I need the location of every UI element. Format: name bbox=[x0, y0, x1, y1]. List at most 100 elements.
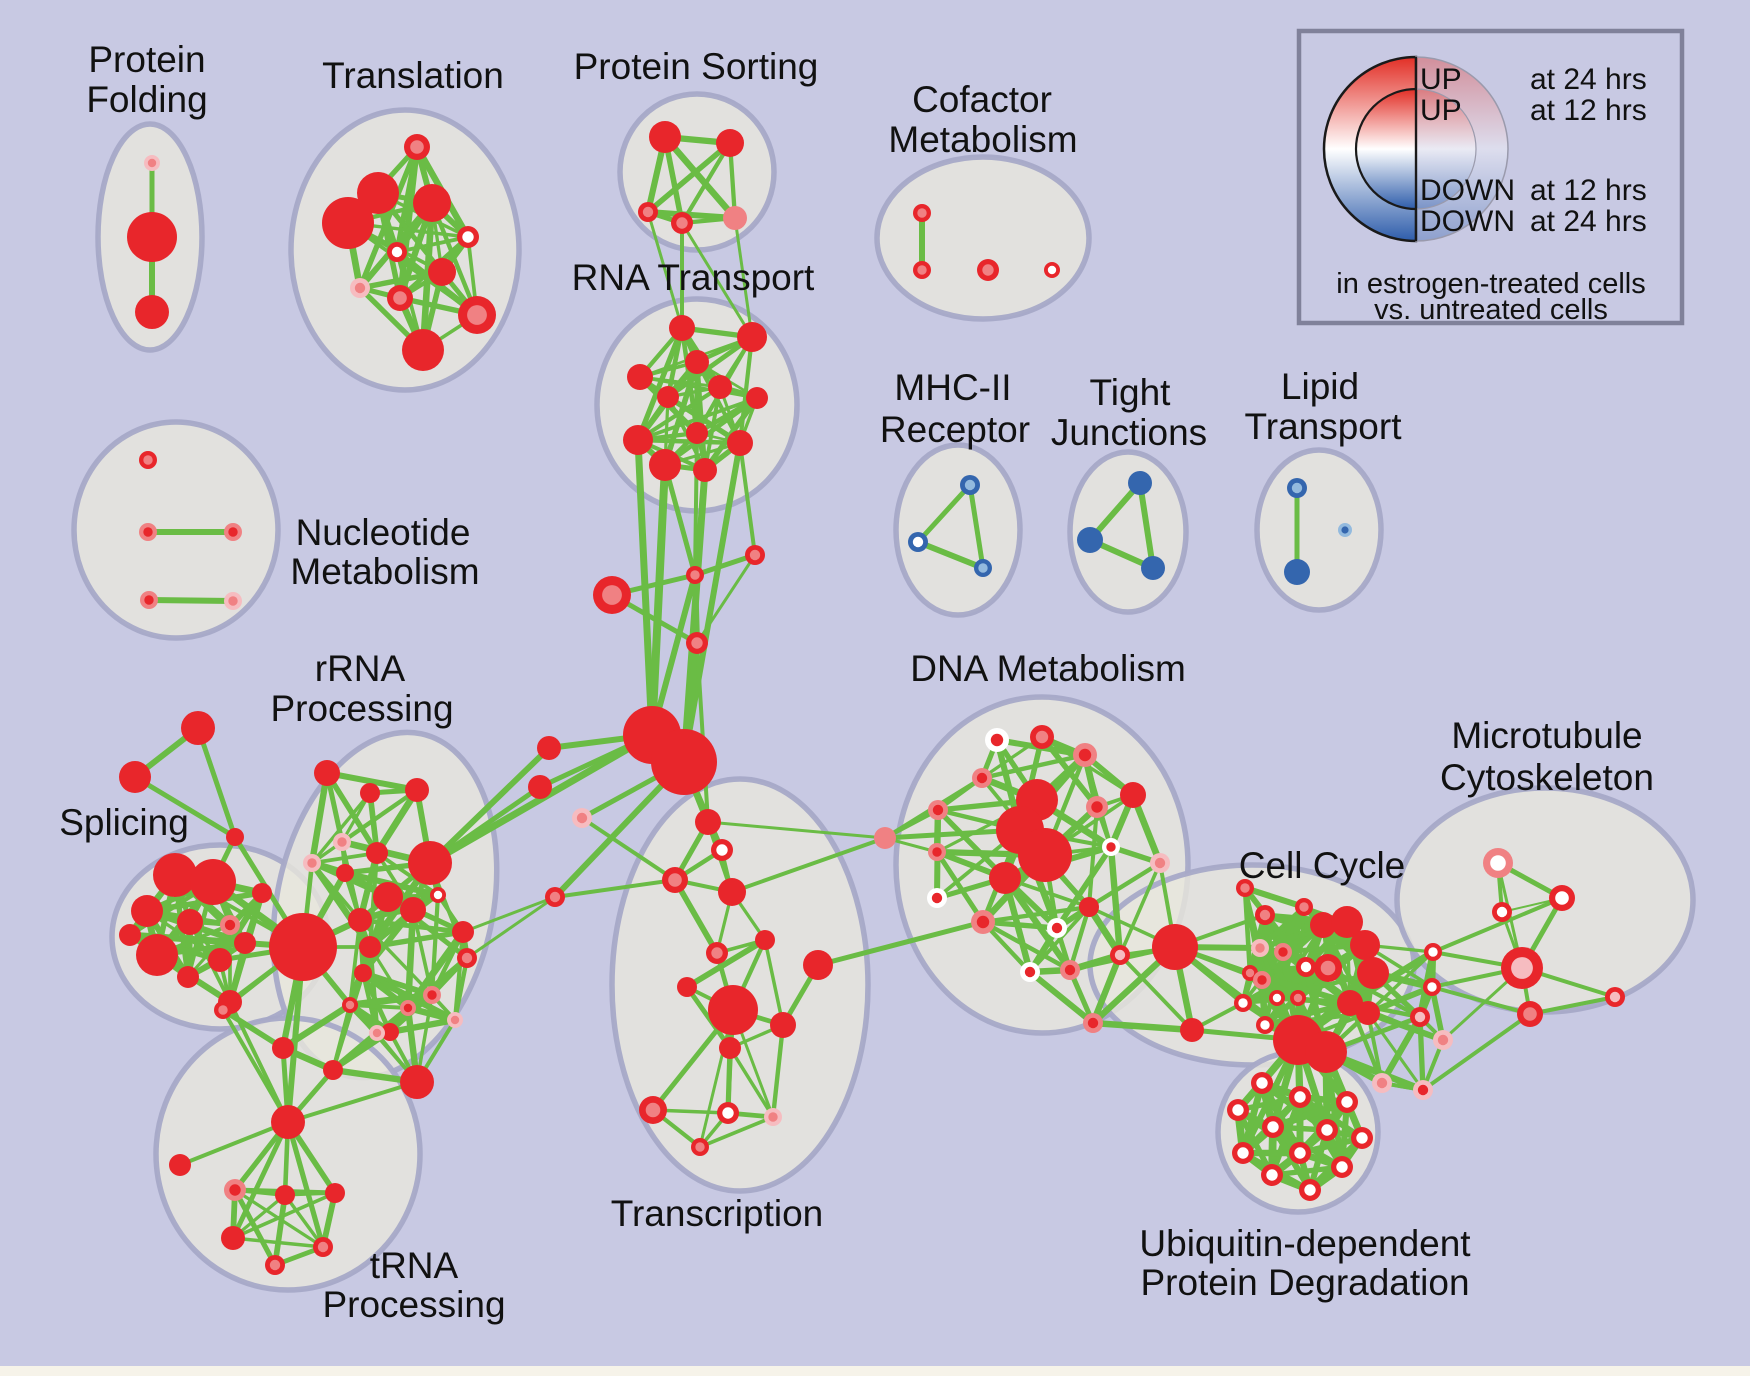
node-ubiquitin-degradation-3[interactable] bbox=[1227, 1099, 1249, 1121]
node-translation-2[interactable] bbox=[413, 184, 451, 222]
node-translation-8[interactable] bbox=[387, 285, 413, 311]
node-rna-transport-7[interactable] bbox=[686, 422, 708, 444]
node-tight-junctions-2[interactable] bbox=[1141, 556, 1165, 580]
node-microtubule-cytoskeleton-4[interactable] bbox=[1605, 987, 1625, 1007]
node-splicing-11[interactable] bbox=[252, 883, 272, 903]
node-cofactor-metabolism-0[interactable] bbox=[913, 204, 931, 222]
node-bridge-b3[interactable] bbox=[686, 632, 708, 654]
node-protein-sorting-0[interactable] bbox=[649, 121, 681, 153]
node-transcription-7[interactable] bbox=[803, 950, 833, 980]
node-rna-transport-4[interactable] bbox=[708, 375, 732, 399]
node-nucleotide-metabolism-4[interactable] bbox=[224, 592, 242, 610]
node-trna-processing-1[interactable] bbox=[169, 1154, 191, 1176]
node-transcription-2[interactable] bbox=[662, 867, 688, 893]
node-splicing-8[interactable] bbox=[234, 932, 256, 954]
node-rna-transport-6[interactable] bbox=[746, 387, 768, 409]
node-cell-cycle-5[interactable] bbox=[1357, 957, 1389, 989]
node-rrna-processing-12[interactable] bbox=[359, 936, 381, 958]
node-lipid-transport-1[interactable] bbox=[1284, 559, 1310, 585]
node-cell-cycle-7[interactable] bbox=[1296, 957, 1316, 977]
node-rna-transport-3[interactable] bbox=[627, 364, 653, 390]
node-bridge-tri0[interactable] bbox=[181, 711, 215, 745]
node-bridge-b8[interactable] bbox=[874, 827, 896, 849]
node-cell-cycle-25[interactable] bbox=[1372, 1073, 1392, 1093]
node-cell-cycle-16[interactable] bbox=[1337, 990, 1363, 1016]
node-protein-folding-1[interactable] bbox=[127, 212, 177, 262]
node-rna-transport-2[interactable] bbox=[685, 350, 709, 374]
node-cell-cycle-15[interactable] bbox=[1256, 1016, 1274, 1034]
node-dna-metabolism-19[interactable] bbox=[1060, 960, 1080, 980]
node-translation-10[interactable] bbox=[402, 329, 444, 371]
node-bridge-b0[interactable] bbox=[593, 576, 631, 614]
node-translation-4[interactable] bbox=[457, 226, 479, 248]
node-cell-cycle-4[interactable] bbox=[1350, 930, 1380, 960]
node-rrna-processing-8[interactable] bbox=[373, 882, 403, 912]
node-rrna-processing-25[interactable] bbox=[369, 1025, 385, 1041]
node-rna-transport-8[interactable] bbox=[623, 425, 653, 455]
node-cell-cycle-0[interactable] bbox=[1255, 905, 1275, 925]
node-splicing-7[interactable] bbox=[177, 966, 199, 988]
node-dna-metabolism-12[interactable] bbox=[1102, 838, 1120, 856]
node-transcription-4[interactable] bbox=[755, 930, 775, 950]
node-cofactor-metabolism-3[interactable] bbox=[1044, 262, 1060, 278]
node-trna-processing-7[interactable] bbox=[265, 1255, 285, 1275]
node-cell-cycle-1[interactable] bbox=[1295, 898, 1313, 916]
node-microtubule-cytoskeleton-0[interactable] bbox=[1483, 848, 1513, 878]
node-dna-metabolism-5[interactable] bbox=[1086, 796, 1108, 818]
node-ubiquitin-degradation-1[interactable] bbox=[1289, 1086, 1311, 1108]
node-dna-metabolism-14[interactable] bbox=[927, 888, 947, 908]
node-nucleotide-metabolism-3[interactable] bbox=[140, 591, 158, 609]
node-bridge-tri1[interactable] bbox=[119, 761, 151, 793]
node-rrna-processing-4[interactable] bbox=[303, 854, 321, 872]
node-rrna-processing-2[interactable] bbox=[405, 778, 429, 802]
node-translation-7[interactable] bbox=[350, 278, 370, 298]
node-trna-processing-3[interactable] bbox=[275, 1185, 295, 1205]
node-translation-6[interactable] bbox=[428, 258, 456, 286]
node-bridge-b5[interactable] bbox=[528, 775, 552, 799]
node-protein-sorting-2[interactable] bbox=[638, 202, 658, 222]
node-protein-sorting-4[interactable] bbox=[723, 206, 747, 230]
node-transcription-3[interactable] bbox=[718, 878, 746, 906]
node-dna-metabolism-15[interactable] bbox=[971, 910, 995, 934]
node-rrna-processing-13[interactable] bbox=[452, 921, 474, 943]
node-cell-cycle-14[interactable] bbox=[1234, 994, 1252, 1012]
node-rna-transport-10[interactable] bbox=[649, 449, 681, 481]
node-translation-0[interactable] bbox=[404, 134, 430, 160]
node-cell-cycle-8[interactable] bbox=[1274, 943, 1292, 961]
node-rrna-processing-21[interactable] bbox=[400, 1065, 434, 1099]
node-dna-metabolism-18[interactable] bbox=[1020, 962, 1040, 982]
node-splicing-0[interactable] bbox=[153, 853, 197, 897]
node-rna-transport-5[interactable] bbox=[657, 386, 679, 408]
node-lipid-transport-2[interactable] bbox=[1338, 523, 1352, 537]
node-rrna-processing-11[interactable] bbox=[269, 913, 337, 981]
node-cell-cycle-23[interactable] bbox=[1410, 1007, 1430, 1027]
node-splicing-5[interactable] bbox=[136, 934, 178, 976]
node-bridge-b7[interactable] bbox=[545, 887, 565, 907]
node-dna-metabolism-23[interactable] bbox=[1180, 1018, 1204, 1042]
node-nucleotide-metabolism-0[interactable] bbox=[139, 451, 157, 469]
node-microtubule-cytoskeleton-2[interactable] bbox=[1492, 902, 1512, 922]
node-bridge-H2[interactable] bbox=[651, 729, 717, 795]
node-transcription-12[interactable] bbox=[717, 1102, 739, 1124]
node-rrna-processing-0[interactable] bbox=[314, 760, 340, 786]
node-dna-metabolism-1[interactable] bbox=[1030, 725, 1054, 749]
node-dna-metabolism-2[interactable] bbox=[1073, 743, 1097, 767]
node-cell-cycle-24[interactable] bbox=[1433, 1030, 1453, 1050]
node-cell-cycle-2[interactable] bbox=[1310, 912, 1336, 938]
node-transcription-10[interactable] bbox=[719, 1037, 741, 1059]
node-translation-9[interactable] bbox=[458, 296, 496, 334]
node-dna-metabolism-10[interactable] bbox=[989, 862, 1021, 894]
node-rrna-processing-17[interactable] bbox=[423, 986, 441, 1004]
node-splicing-6[interactable] bbox=[208, 948, 232, 972]
node-ubiquitin-degradation-6[interactable] bbox=[1351, 1127, 1373, 1149]
node-bridge-tri2[interactable] bbox=[226, 828, 244, 846]
node-rrna-processing-3[interactable] bbox=[333, 833, 351, 851]
node-rrna-processing-19[interactable] bbox=[381, 1023, 399, 1041]
node-cell-cycle-21[interactable] bbox=[1424, 943, 1442, 961]
node-trna-processing-4[interactable] bbox=[325, 1183, 345, 1203]
node-rrna-processing-15[interactable] bbox=[457, 948, 477, 968]
node-bridge-b1[interactable] bbox=[686, 566, 704, 584]
node-trna-processing-6[interactable] bbox=[313, 1237, 333, 1257]
node-rrna-processing-22[interactable] bbox=[272, 1037, 294, 1059]
node-rna-transport-11[interactable] bbox=[693, 458, 717, 482]
